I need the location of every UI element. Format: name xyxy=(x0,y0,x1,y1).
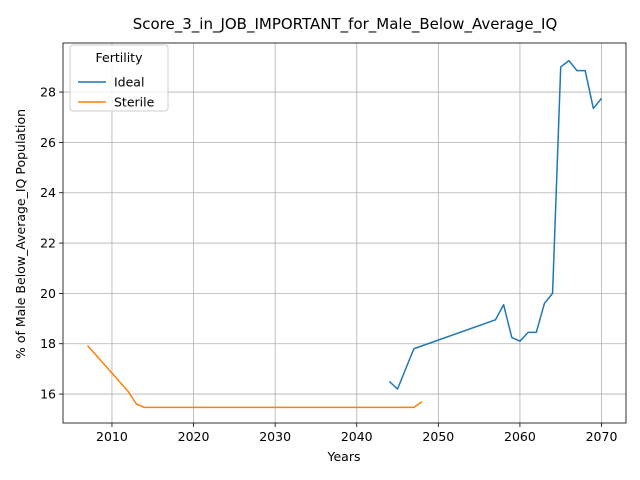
y-tick-label: 22 xyxy=(40,236,56,251)
series-line-sterile xyxy=(86,344,423,409)
legend-label-sterile: Sterile xyxy=(114,95,155,110)
y-tick-label: 16 xyxy=(40,387,56,402)
y-tick-label: 28 xyxy=(40,85,56,100)
y-tick-label: 18 xyxy=(40,336,56,351)
x-tick-label: 2020 xyxy=(178,429,210,444)
x-axis-label: Years xyxy=(327,449,361,464)
y-tick-label: 24 xyxy=(40,185,56,200)
series-line-ideal xyxy=(388,59,603,390)
series-lines xyxy=(86,59,603,409)
x-tick-label: 2050 xyxy=(422,429,454,444)
chart-title: Score_3_in_JOB_IMPORTANT_for_Male_Below_… xyxy=(133,15,558,34)
x-tick-label: 2010 xyxy=(96,429,128,444)
legend: Fertility Ideal Sterile xyxy=(69,44,169,112)
grid-lines xyxy=(63,43,626,423)
x-tick-label: 2030 xyxy=(259,429,291,444)
x-tick-label: 2060 xyxy=(504,429,536,444)
legend-box xyxy=(69,44,169,112)
legend-title: Fertility xyxy=(96,50,144,65)
x-tick-label: 2070 xyxy=(586,429,618,444)
y-tick-label: 20 xyxy=(40,286,56,301)
plot-frame xyxy=(62,42,627,424)
y-axis-label: % of Male Below_Average_IQ Population xyxy=(13,109,28,359)
x-axis-ticks: 2010 2020 2030 2040 2050 2060 2070 xyxy=(96,423,617,444)
y-axis-ticks: 16 18 20 22 24 26 28 xyxy=(40,85,63,402)
x-tick-label: 2040 xyxy=(341,429,373,444)
y-tick-label: 26 xyxy=(40,135,56,150)
legend-label-ideal: Ideal xyxy=(114,75,144,90)
